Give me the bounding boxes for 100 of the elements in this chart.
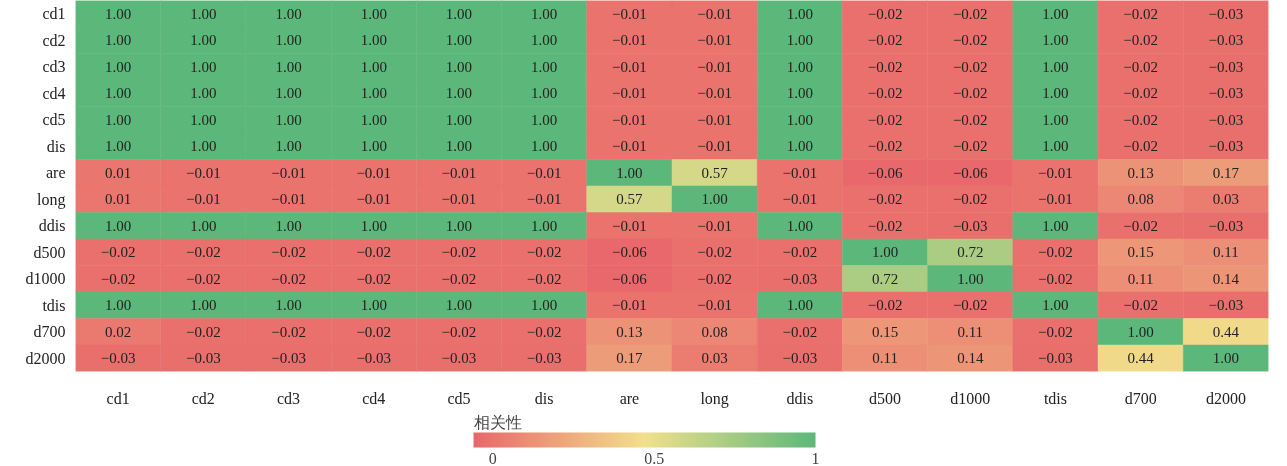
data-label: −0.03 bbox=[1208, 58, 1244, 75]
data-label: −0.02 bbox=[697, 244, 732, 261]
data-label: 1.00 bbox=[531, 5, 558, 22]
data-label: −0.02 bbox=[185, 270, 221, 287]
data-label: −0.02 bbox=[867, 32, 903, 49]
data-label: −0.01 bbox=[782, 191, 818, 208]
data-label: −0.02 bbox=[867, 217, 903, 234]
data-label: 1.00 bbox=[957, 270, 984, 287]
data-label: −0.02 bbox=[526, 323, 562, 340]
data-label: 1.00 bbox=[786, 58, 813, 75]
data-label: −0.01 bbox=[697, 217, 732, 234]
data-label: 0.01 bbox=[104, 191, 132, 208]
data-label: 1.00 bbox=[360, 111, 387, 128]
y-tick-label: are bbox=[45, 164, 66, 182]
data-label: 1.00 bbox=[701, 191, 728, 208]
data-label: −0.02 bbox=[867, 85, 903, 102]
data-label: 1.00 bbox=[275, 58, 302, 75]
data-label: 1.00 bbox=[360, 297, 387, 314]
data-label: −0.03 bbox=[356, 350, 392, 367]
data-label: 1.00 bbox=[445, 217, 473, 234]
data-label: 1.00 bbox=[360, 138, 387, 155]
data-label: 1.00 bbox=[531, 138, 558, 155]
data-label: −0.02 bbox=[1123, 32, 1159, 49]
data-label: 1.00 bbox=[1042, 138, 1069, 155]
data-label: −0.03 bbox=[1208, 138, 1244, 155]
data-label: 1.00 bbox=[1042, 58, 1069, 75]
data-label: 1.00 bbox=[445, 111, 473, 128]
data-label: 1.00 bbox=[360, 32, 387, 49]
data-label: 0.11 bbox=[1127, 270, 1154, 287]
data-label: −0.01 bbox=[1038, 191, 1073, 208]
data-label: −0.01 bbox=[612, 138, 647, 155]
data-label: 1.00 bbox=[1127, 323, 1154, 340]
y-tick-label: long bbox=[37, 190, 66, 209]
data-label: 0.11 bbox=[1213, 244, 1239, 261]
data-label: −0.02 bbox=[867, 138, 903, 155]
data-label: 1.00 bbox=[1212, 350, 1240, 367]
data-label: −0.03 bbox=[271, 350, 306, 367]
color-bar-label: 1 bbox=[811, 449, 820, 466]
data-label: −0.01 bbox=[356, 164, 392, 181]
data-label: −0.02 bbox=[952, 58, 988, 75]
data-label: −0.02 bbox=[952, 297, 988, 314]
x-tick-label: tdis bbox=[1043, 389, 1068, 407]
y-tick-label: dis bbox=[46, 137, 66, 155]
data-label: 1.00 bbox=[190, 58, 217, 75]
data-label: 1.00 bbox=[275, 111, 302, 128]
data-label: 0.17 bbox=[1212, 164, 1240, 181]
x-tick-label: d1000 bbox=[950, 389, 991, 407]
data-label: −0.01 bbox=[697, 32, 732, 49]
x-tick-label: cd4 bbox=[362, 389, 386, 407]
data-label: 0.01 bbox=[104, 164, 132, 181]
data-label: −0.01 bbox=[526, 191, 562, 208]
data-label: 1.00 bbox=[786, 85, 813, 102]
data-label: 1.00 bbox=[190, 5, 217, 22]
data-label: −0.01 bbox=[697, 58, 732, 75]
y-tick-label: cd4 bbox=[42, 84, 66, 102]
data-label: 0.14 bbox=[957, 350, 984, 367]
data-label: 1.00 bbox=[786, 5, 813, 22]
data-label: 1.00 bbox=[786, 138, 813, 155]
data-label: −0.01 bbox=[697, 5, 732, 22]
data-label: 0.57 bbox=[616, 191, 644, 208]
data-label: −0.02 bbox=[526, 270, 562, 287]
data-label: −0.01 bbox=[697, 111, 732, 128]
data-label: −0.02 bbox=[271, 244, 306, 261]
data-label: 1.00 bbox=[786, 217, 813, 234]
data-label: 0.02 bbox=[104, 323, 132, 340]
data-label: −0.02 bbox=[952, 5, 988, 22]
data-label: −0.03 bbox=[526, 350, 562, 367]
data-label: −0.01 bbox=[612, 5, 647, 22]
data-label: 1.00 bbox=[104, 138, 132, 155]
data-label: −0.02 bbox=[271, 323, 306, 340]
y-tick-label: cd2 bbox=[42, 31, 66, 49]
x-tick-label: d500 bbox=[869, 389, 902, 407]
data-label: 0.44 bbox=[1212, 323, 1240, 340]
y-tick-label: tdis bbox=[42, 296, 66, 314]
data-label: 0.72 bbox=[871, 270, 899, 287]
data-label: 1.00 bbox=[104, 5, 132, 22]
data-label: 1.00 bbox=[786, 111, 813, 128]
data-label: 1.00 bbox=[531, 32, 558, 49]
data-label: −0.03 bbox=[1208, 32, 1244, 49]
x-tick-label: cd3 bbox=[276, 389, 301, 407]
data-label: −0.02 bbox=[185, 244, 221, 261]
data-label: 1.00 bbox=[275, 5, 302, 22]
data-label: −0.01 bbox=[612, 32, 647, 49]
data-label: 1.00 bbox=[1042, 217, 1069, 234]
data-label: −0.01 bbox=[612, 217, 647, 234]
data-label: 0.03 bbox=[701, 350, 728, 367]
color-bar-label: 0.5 bbox=[644, 449, 665, 466]
y-tick-label: cd1 bbox=[42, 5, 66, 23]
data-label: 1.00 bbox=[1042, 111, 1069, 128]
data-label: 0.13 bbox=[1127, 164, 1154, 181]
data-label: 1.00 bbox=[445, 85, 473, 102]
data-label: 0.14 bbox=[1212, 270, 1240, 287]
data-label: −0.03 bbox=[1208, 297, 1244, 314]
x-tick-label: d700 bbox=[1124, 389, 1157, 407]
data-label: −0.02 bbox=[867, 191, 903, 208]
data-label: 1.00 bbox=[445, 297, 473, 314]
data-label: 1.00 bbox=[104, 85, 132, 102]
data-label: −0.03 bbox=[185, 350, 221, 367]
data-label: 0.03 bbox=[1212, 191, 1240, 208]
data-label: −0.01 bbox=[271, 191, 306, 208]
